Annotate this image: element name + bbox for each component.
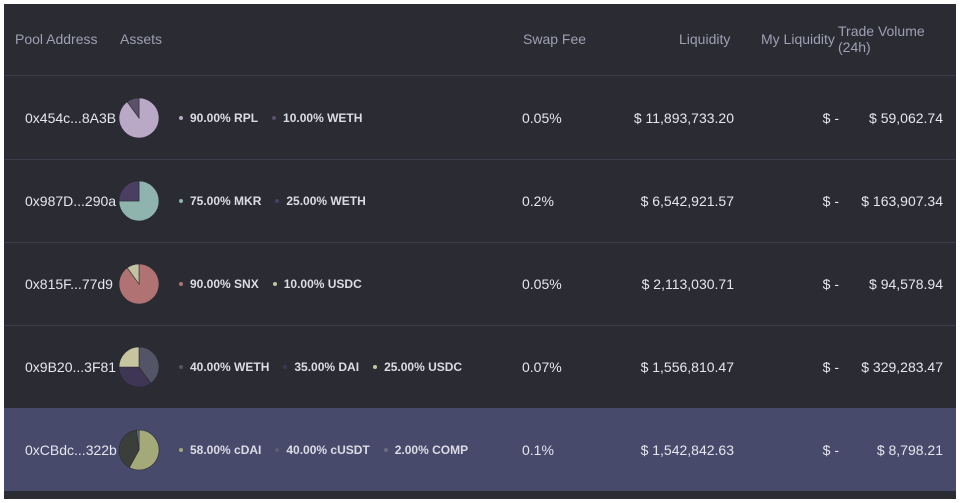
- asset-list: 40.00% WETH 35.00% DAI 25.00% USDC: [179, 325, 476, 408]
- pie-slice: [126, 263, 140, 285]
- asset-label: 40.00% cUSDT: [286, 442, 370, 457]
- my-liquidity: $ -: [822, 358, 839, 375]
- pie-slice: [118, 429, 140, 468]
- asset-label: 40.00% WETH: [190, 359, 270, 374]
- pool-address: 0x9B20...3F81: [25, 358, 117, 375]
- pool-address: 0xCBdc...322b: [25, 441, 117, 458]
- asset-item: 35.00% DAI: [283, 360, 359, 374]
- pool-pie-chart-icon: [118, 408, 160, 491]
- pie-slice: [126, 97, 140, 119]
- pools-table: Pool Address Assets Swap Fee Liquidity M…: [4, 4, 956, 499]
- table-header: Pool Address Assets Swap Fee Liquidity M…: [4, 4, 956, 76]
- my-liquidity: $ -: [822, 192, 839, 209]
- asset-item: 10.00% USDC: [272, 276, 362, 291]
- pie-chart: [118, 346, 160, 387]
- my-liquidity: $ -: [822, 441, 839, 458]
- asset-item: 2.00% COMP: [383, 442, 469, 457]
- liquidity: $ 1,556,810.47: [640, 358, 734, 375]
- asset-list: 58.00% cDAI 40.00% cUSDT 2.00% COMP: [179, 408, 482, 491]
- asset-dot-icon: [283, 364, 288, 369]
- table-row[interactable]: 0x987D...290a 75.00% MKR 25.00% WETH 0.2% $ …: [4, 159, 956, 243]
- asset-label: 90.00% SNX: [190, 276, 259, 291]
- asset-dot-icon: [179, 115, 183, 120]
- asset-dot-icon: [179, 447, 183, 452]
- asset-list: 90.00% SNX 10.00% USDC: [179, 242, 376, 325]
- asset-label: 10.00% WETH: [283, 110, 363, 125]
- header-liquidity[interactable]: Liquidity: [679, 31, 731, 47]
- my-liquidity: $ -: [822, 109, 839, 126]
- pie-chart: [118, 263, 160, 304]
- asset-item: 10.00% WETH: [272, 111, 362, 125]
- asset-label: 90.00% RPL: [190, 110, 259, 125]
- asset-item: 75.00% MKR: [179, 194, 261, 208]
- my-liquidity: $ -: [822, 275, 839, 292]
- pool-address: 0x454c...8A3B: [25, 109, 117, 126]
- pie-slice: [118, 366, 152, 387]
- trade-volume: $ 8,798.21: [876, 441, 943, 458]
- pie-slice: [138, 346, 160, 384]
- pie-slice: [118, 180, 140, 201]
- table-row[interactable]: 0xCBdc...322b 58.00% cDAI 40.00% cUSDT 2.00…: [4, 408, 956, 491]
- trade-volume: $ 59,062.74: [869, 109, 943, 126]
- asset-label: 58.00% cDAI: [190, 442, 262, 457]
- asset-dot-icon: [383, 447, 388, 452]
- asset-dot-icon: [179, 364, 183, 369]
- pie-chart: [118, 429, 160, 470]
- swap-fee: 0.07%: [522, 358, 562, 375]
- asset-list: 90.00% RPL 10.00% WETH: [179, 76, 376, 159]
- asset-dot-icon: [272, 115, 277, 120]
- header-swap-fee[interactable]: Swap Fee: [523, 31, 587, 47]
- header-my-liquidity[interactable]: My Liquidity: [761, 31, 835, 47]
- asset-label: 75.00% MKR: [190, 193, 262, 208]
- pool-address: 0x987D...290a: [25, 192, 117, 209]
- pie-chart: [118, 180, 160, 221]
- header-pool-address[interactable]: Pool Address: [15, 31, 98, 47]
- pool-address: 0x815F...77d9: [25, 275, 113, 292]
- swap-fee: 0.05%: [522, 109, 562, 126]
- pool-pie-chart-icon: [118, 325, 160, 408]
- asset-item: 40.00% cUSDT: [275, 442, 370, 457]
- header-assets[interactable]: Assets: [120, 31, 163, 47]
- liquidity: $ 2,113,030.71: [641, 275, 734, 292]
- asset-item: 58.00% cDAI: [179, 443, 261, 457]
- swap-fee: 0.2%: [522, 192, 554, 209]
- asset-label: 25.00% WETH: [286, 193, 366, 208]
- pool-pie-chart-icon: [118, 159, 160, 242]
- asset-label: 35.00% DAI: [294, 359, 360, 374]
- liquidity: $ 1,542,842.63: [640, 441, 734, 458]
- asset-label: 25.00% USDC: [384, 359, 463, 374]
- asset-dot-icon: [272, 281, 277, 286]
- asset-label: 10.00% USDC: [283, 276, 362, 291]
- liquidity: $ 6,542,921.57: [640, 192, 734, 209]
- swap-fee: 0.05%: [522, 275, 562, 292]
- pie-slice: [136, 429, 140, 450]
- asset-dot-icon: [373, 364, 378, 369]
- asset-label: 2.00% COMP: [394, 442, 469, 457]
- liquidity: $ 11,893,733.20: [633, 109, 734, 126]
- table-row[interactable]: 0x9B20...3F81 40.00% WETH 35.00% DAI 25.00%…: [4, 325, 956, 409]
- pool-pie-chart-icon: [118, 76, 160, 159]
- asset-dot-icon: [275, 447, 280, 452]
- table-row[interactable]: 0x454c...8A3B 90.00% RPL 10.00% WETH 0.05% $…: [4, 76, 956, 160]
- asset-list: 75.00% MKR 25.00% WETH: [179, 159, 380, 242]
- asset-dot-icon: [179, 281, 183, 286]
- swap-fee: 0.1%: [522, 441, 554, 458]
- asset-dot-icon: [275, 198, 280, 203]
- asset-item: 25.00% USDC: [373, 360, 462, 374]
- pool-pie-chart-icon: [118, 242, 160, 325]
- asset-item: 40.00% WETH: [179, 360, 269, 374]
- pie-chart: [118, 97, 160, 138]
- asset-item: 90.00% RPL: [179, 111, 258, 125]
- header-trade-volume[interactable]: Trade Volume (24h): [838, 23, 925, 55]
- trade-volume: $ 94,578.94: [869, 275, 943, 292]
- table-row[interactable]: 0x815F...77d9 90.00% SNX 10.00% USDC 0.05% $…: [4, 242, 956, 326]
- trade-volume: $ 163,907.34: [861, 192, 943, 209]
- pie-slice: [118, 180, 160, 221]
- asset-item: 25.00% WETH: [275, 193, 366, 208]
- pie-slice: [118, 346, 140, 367]
- asset-dot-icon: [179, 198, 183, 203]
- asset-item: 90.00% SNX: [179, 277, 259, 291]
- trade-volume: $ 329,283.47: [861, 358, 943, 375]
- pie-slice: [128, 429, 160, 470]
